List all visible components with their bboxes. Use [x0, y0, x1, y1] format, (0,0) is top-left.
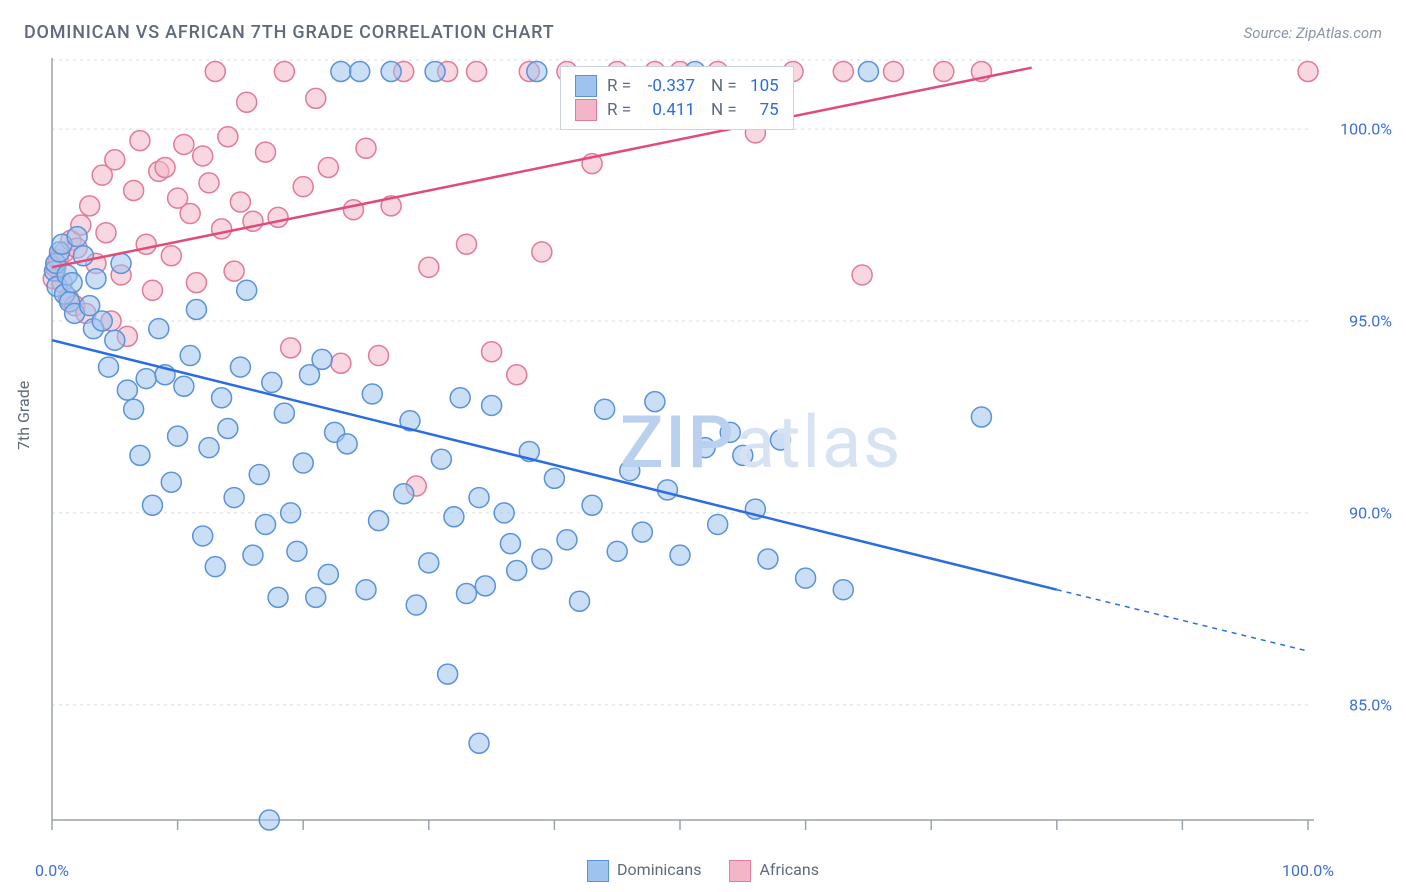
- legend-item-africans: Africans: [729, 860, 818, 882]
- y-tick-label: 100.0%: [1340, 120, 1392, 139]
- stat-row: R = -0.337N = 105: [575, 75, 779, 97]
- x-tick-label: 100.0%: [1282, 861, 1334, 880]
- y-tick-label: 95.0%: [1349, 312, 1392, 331]
- y-tick-label: 90.0%: [1349, 503, 1392, 522]
- legend-label-africans: Africans: [759, 860, 818, 879]
- correlation-stats-box: R = -0.337N = 105R = 0.411N = 75: [560, 66, 794, 130]
- y-tick-label: 85.0%: [1349, 695, 1392, 714]
- legend-label-dominicans: Dominicans: [617, 860, 701, 879]
- legend-item-dominicans: Dominicans: [587, 860, 701, 882]
- x-tick-label: 0.0%: [35, 861, 69, 880]
- stat-row: R = 0.411N = 75: [575, 99, 779, 121]
- legend-bottom: Dominicans Africans: [587, 860, 819, 882]
- legend-swatch-africans: [729, 860, 751, 882]
- legend-swatch-dominicans: [587, 860, 609, 882]
- scatter-plot: [0, 0, 1406, 892]
